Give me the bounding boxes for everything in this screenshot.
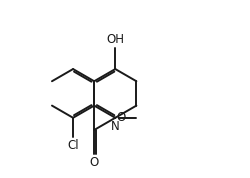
Text: O: O (116, 111, 126, 124)
Text: Cl: Cl (67, 139, 79, 152)
Text: O: O (90, 156, 99, 169)
Text: N: N (111, 120, 120, 133)
Text: OH: OH (106, 33, 124, 46)
